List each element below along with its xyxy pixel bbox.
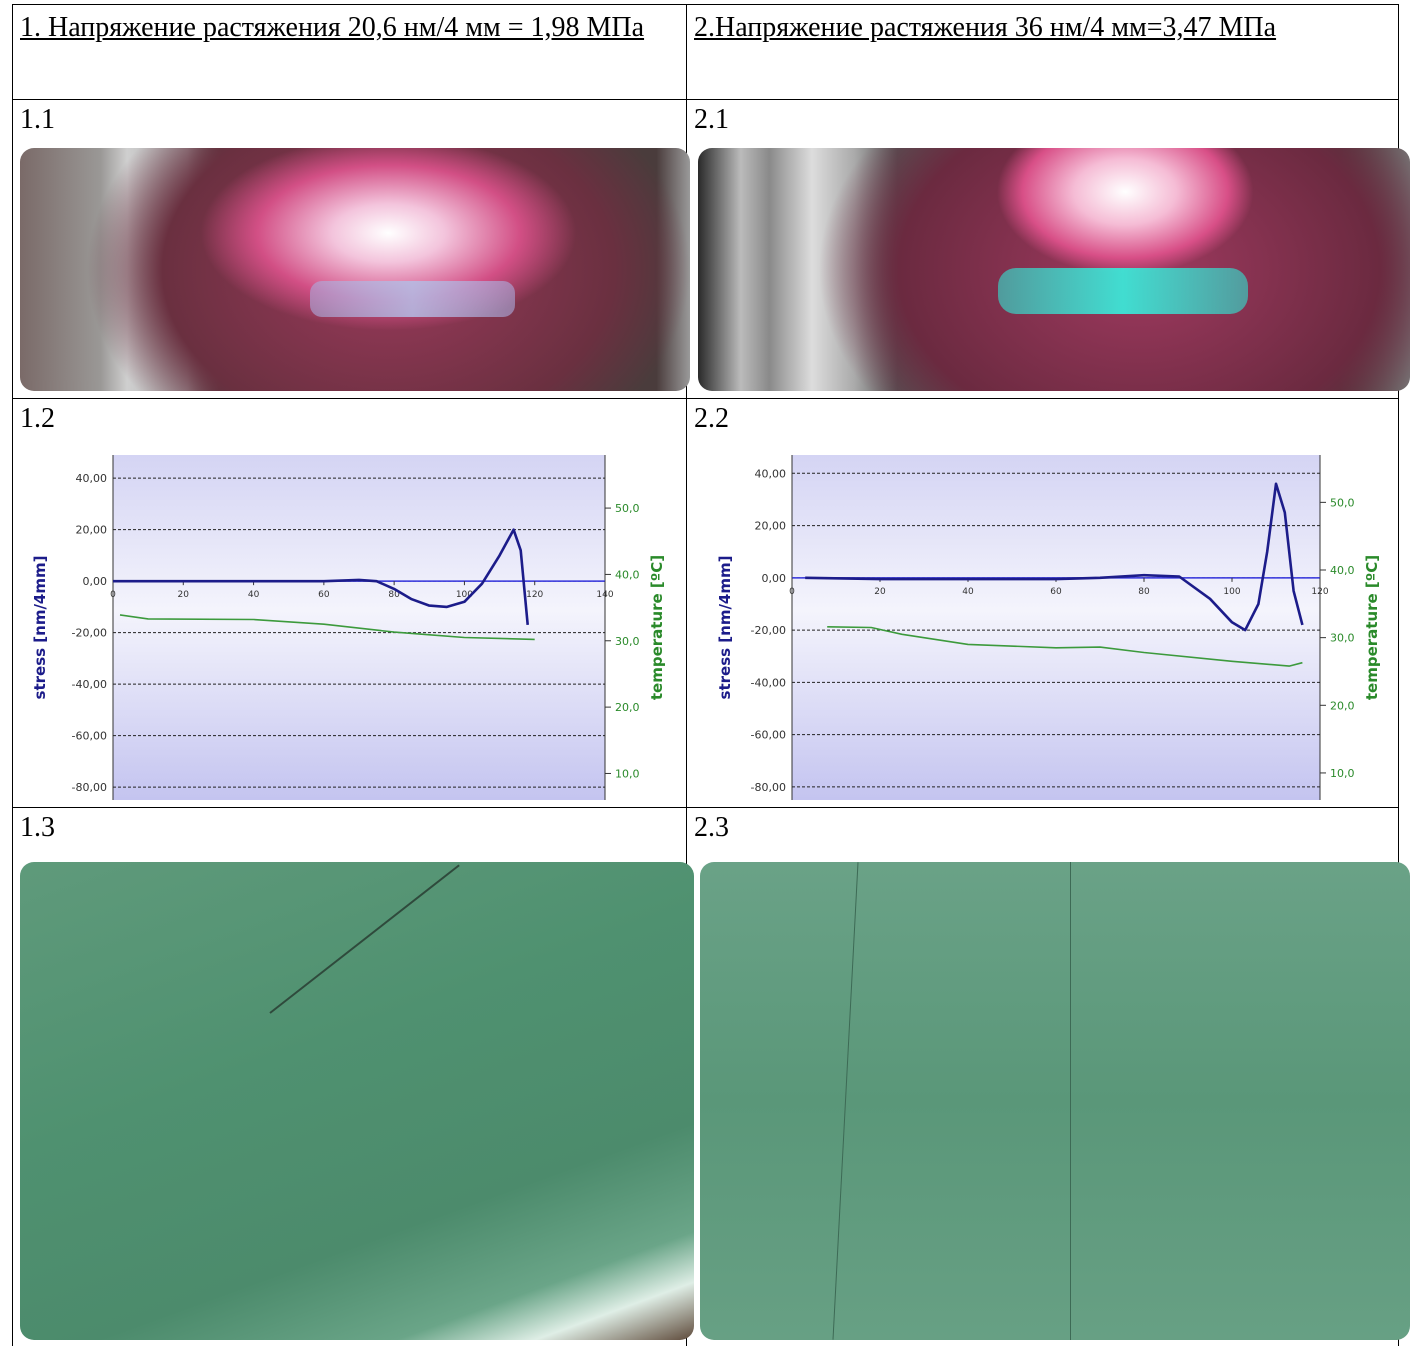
photo [700, 862, 1410, 1340]
y-axis-title: stress [nm/4mm] [31, 556, 49, 700]
y-tick-label: -80,00 [72, 781, 107, 794]
cell-label: 2.3 [694, 812, 729, 844]
cell-label: 2.2 [694, 403, 729, 435]
cell-label: 1.2 [20, 403, 55, 435]
y-tick-label: -40,00 [72, 678, 107, 691]
cell-label: 1.1 [20, 104, 55, 136]
page: 1. Напряжение растяжения 20,6 нм/4 мм = … [0, 0, 1410, 1346]
chart: 40,0020,000,00-20,00-40,00-60,00-80,0050… [700, 450, 1400, 810]
y-tick-label: -80,00 [751, 781, 786, 794]
y-tick-label: 0,00 [83, 575, 108, 588]
x-tick-label: 0 [110, 590, 116, 600]
header-cell: 1. Напряжение растяжения 20,6 нм/4 мм = … [20, 10, 670, 46]
y-tick-label: 0,00 [762, 572, 787, 585]
x-tick-label: 20 [178, 590, 190, 600]
y2-tick-label: 30,0 [615, 635, 640, 648]
photo-detail [832, 862, 858, 1339]
photo-detail [269, 864, 459, 1013]
y-tick-label: -20,00 [751, 624, 786, 637]
y2-tick-label: 50,0 [1330, 496, 1355, 509]
x-tick-label: 120 [526, 590, 543, 600]
photo [698, 148, 1410, 391]
x-tick-label: 20 [874, 587, 886, 597]
y-tick-label: 40,00 [76, 472, 108, 485]
x-tick-label: 40 [248, 590, 260, 600]
rule [12, 99, 1399, 100]
rule [12, 4, 1399, 5]
y-tick-label: 40,00 [755, 467, 787, 480]
photo-detail [1070, 862, 1071, 1340]
x-tick-label: 60 [318, 590, 330, 600]
photo-detail [310, 281, 515, 317]
y2-tick-label: 30,0 [1330, 632, 1355, 645]
cell-label: 2.1 [694, 104, 729, 136]
photo [20, 862, 694, 1340]
y2-tick-label: 40,0 [1330, 564, 1355, 577]
y-tick-label: 20,00 [755, 520, 787, 533]
y2-tick-label: 20,0 [615, 701, 640, 714]
y2-tick-label: 40,0 [615, 568, 640, 581]
x-tick-label: 140 [596, 590, 613, 600]
rule [12, 4, 13, 1346]
y-tick-label: 20,00 [76, 524, 108, 537]
x-tick-label: 60 [1050, 587, 1062, 597]
y-tick-label: -60,00 [72, 730, 107, 743]
photo [20, 148, 690, 391]
y2-axis-title: temperature [ºC] [648, 555, 666, 700]
y2-tick-label: 50,0 [615, 502, 640, 515]
header-cell: 2.Напряжение растяжения 36 нм/4 мм=3,47 … [694, 10, 1388, 46]
y-axis-title: stress [nm/4mm] [716, 556, 734, 700]
cell-label: 1.3 [20, 812, 55, 844]
rule [12, 398, 1399, 399]
x-tick-label: 0 [789, 587, 795, 597]
y-tick-label: -20,00 [72, 627, 107, 640]
x-tick-label: 40 [962, 587, 974, 597]
x-tick-label: 100 [1223, 587, 1240, 597]
photo-detail [998, 268, 1248, 314]
x-tick-label: 80 [1138, 587, 1150, 597]
y2-axis-title: temperature [ºC] [1363, 555, 1381, 700]
y2-tick-label: 10,0 [615, 767, 640, 780]
chart: 40,0020,000,00-20,00-40,00-60,00-80,0050… [15, 450, 685, 810]
y-tick-label: -40,00 [751, 676, 786, 689]
x-tick-label: 120 [1311, 587, 1328, 597]
y2-tick-label: 10,0 [1330, 767, 1355, 780]
y-tick-label: -60,00 [751, 729, 786, 742]
y2-tick-label: 20,0 [1330, 699, 1355, 712]
